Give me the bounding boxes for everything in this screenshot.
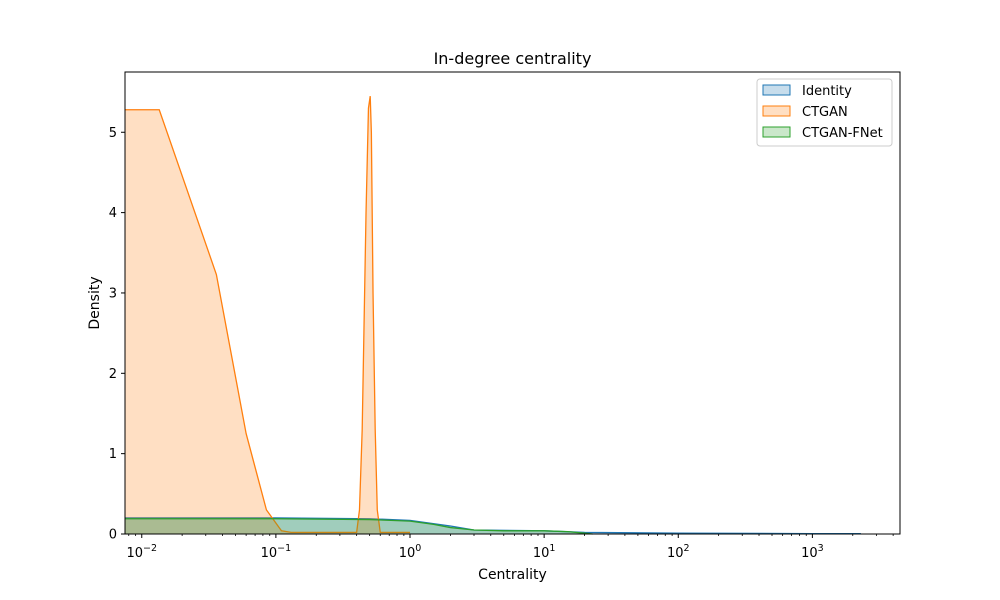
x-tick-label-5: 102 <box>667 543 690 561</box>
x-axis-label: Centrality <box>478 567 547 583</box>
x-tick-label-2: 10−1 <box>261 543 292 561</box>
y-tick-label-2: 1 <box>109 447 117 462</box>
x-tick-label-3: 100 <box>399 543 422 561</box>
y-tick-label-5: 4 <box>109 206 117 221</box>
legend-swatch-2 <box>762 105 791 117</box>
legend-swatch-1 <box>762 84 791 96</box>
y-tick-label-4: 3 <box>109 286 117 301</box>
series-3 <box>125 518 593 535</box>
series-line-2 <box>125 96 411 534</box>
plot-area-background <box>125 72 900 534</box>
y-axis-label: Density <box>87 276 103 329</box>
y-tick-label-1: 0 <box>109 528 117 543</box>
series-2 <box>125 96 411 534</box>
legend-swatch-3 <box>762 126 791 138</box>
x-tick-label-4: 101 <box>533 543 556 561</box>
legend-box <box>756 78 893 147</box>
chart-title: In-degree centrality <box>434 49 592 68</box>
series-layer <box>125 96 861 535</box>
legend-label-2: CTGAN <box>802 105 848 120</box>
legend-label-3: CTGAN-FNet <box>802 126 883 141</box>
y-axis: 0 1 2 3 4 5 <box>109 126 125 543</box>
legend: Identity CTGAN CTGAN-FNet <box>756 78 893 147</box>
series-area-2 <box>125 96 411 534</box>
y-tick-label-6: 5 <box>109 126 117 141</box>
legend-label-1: Identity <box>802 84 852 99</box>
x-tick-label-6: 103 <box>801 543 824 561</box>
series-line-3 <box>125 518 593 535</box>
series-area-1 <box>125 517 861 534</box>
x-tick-label-1: 10−2 <box>126 543 157 561</box>
y-tick-label-3: 2 <box>109 367 117 382</box>
x-axis: 10−2 10−1 100 101 102 103 <box>126 534 894 561</box>
plot-frame <box>124 71 901 535</box>
